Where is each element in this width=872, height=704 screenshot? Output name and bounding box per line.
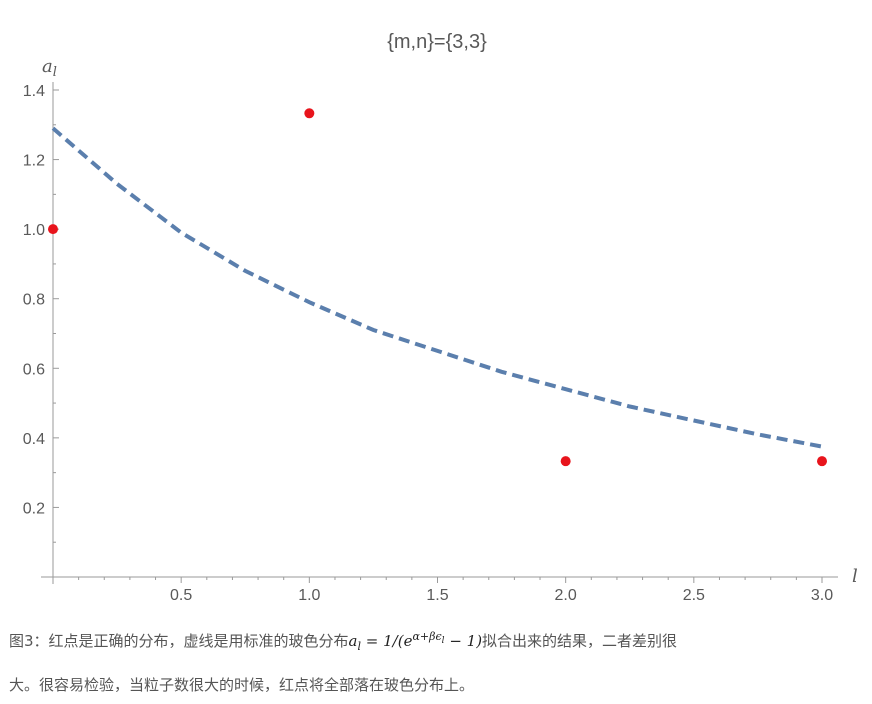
y-tick-label: 1.2 <box>23 153 45 170</box>
y-axis-label-sub: l <box>53 65 57 80</box>
x-tick-label: 1.0 <box>298 587 320 604</box>
caption-line-2: 大。很容易检验，当粒子数很大的时候，红点将全部落在玻色分布上。 <box>9 676 475 694</box>
data-point <box>817 456 827 467</box>
x-tick-label: 1.5 <box>426 587 448 604</box>
y-axis-label: al <box>42 56 57 80</box>
chart: {m,n}={3,3} al l 0.5 1.0 1.5 2.0 2.5 3.0 0.20… <box>23 31 858 604</box>
svg-text:al: al <box>42 56 57 80</box>
data-points <box>48 108 827 467</box>
caption-formula: al = 1/(eα+βϵl − 1) <box>348 630 483 653</box>
y-tick-label: 1.0 <box>23 222 45 239</box>
chart-title: {m,n}={3,3} <box>387 31 487 53</box>
y-axis-ticks: 0.2 0.4 0.6 0.8 1.0 1.2 1.4 <box>23 83 59 543</box>
caption-text-before: 图3：红点是正确的分布，虚线是用标准的玻色分布 <box>9 632 349 650</box>
y-tick-label: 1.4 <box>23 83 45 100</box>
caption-line-1: 图3：红点是正确的分布，虚线是用标准的玻色分布al = 1/(eα+βϵl − … <box>9 618 865 666</box>
data-point <box>48 224 58 235</box>
data-point <box>304 108 315 119</box>
x-tick-label: 0.5 <box>170 587 192 604</box>
y-tick-label: 0.2 <box>23 500 45 517</box>
x-tick-label: 2.0 <box>555 587 577 604</box>
x-axis-label: l <box>852 566 858 587</box>
x-tick-label: 3.0 <box>811 587 833 604</box>
caption-text-after: 拟合出来的结果，二者差别很 <box>482 632 678 650</box>
y-tick-label: 0.8 <box>23 292 45 309</box>
x-axis-ticks: 0.5 1.0 1.5 2.0 2.5 3.0 <box>78 577 833 604</box>
data-point <box>560 456 571 467</box>
fit-curve-dashed <box>51 126 823 449</box>
figure-caption: 图3：红点是正确的分布，虚线是用标准的玻色分布al = 1/(eα+βϵl − … <box>9 618 865 704</box>
y-tick-label: 0.4 <box>23 431 45 448</box>
y-axis-label-main: a <box>42 56 53 77</box>
x-tick-label: 2.5 <box>683 587 705 604</box>
y-tick-label: 0.6 <box>23 361 45 378</box>
